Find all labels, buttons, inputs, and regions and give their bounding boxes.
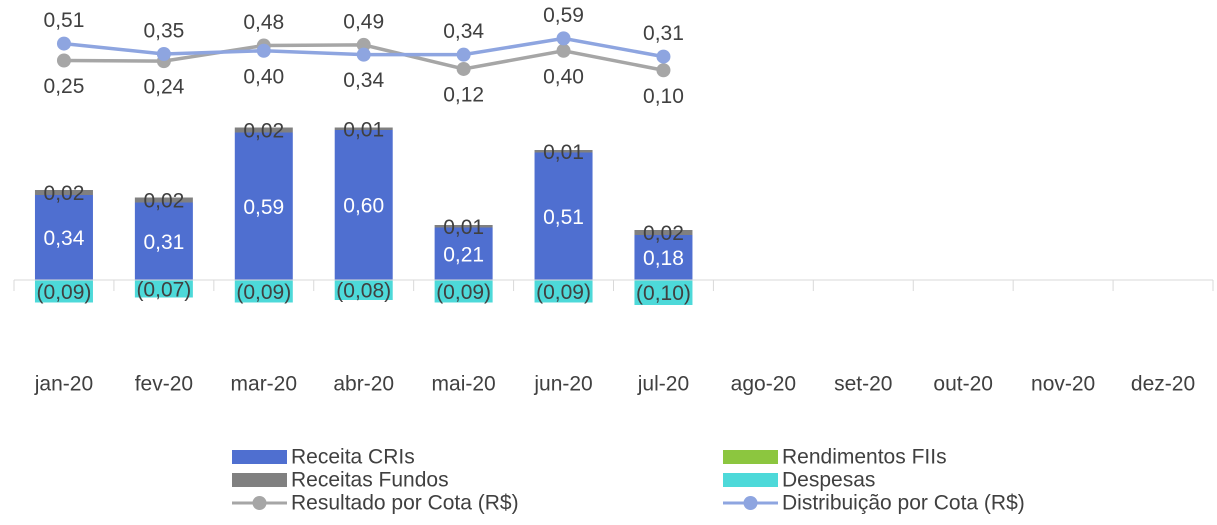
bar-value-label: (0,09) (236, 281, 291, 304)
line-marker (556, 31, 571, 46)
line-marker (456, 47, 471, 62)
line-marker (656, 63, 671, 78)
line-value-label: 0,12 (443, 84, 484, 107)
bar-value-label: (0,07) (136, 278, 191, 301)
line-value-label: 0,31 (643, 22, 684, 45)
x-tick-label: jun-20 (533, 373, 592, 396)
legend-swatch (723, 473, 778, 487)
bar-segment (534, 280, 593, 303)
line-value-label: 0,34 (443, 20, 484, 43)
bar-segment (534, 150, 593, 153)
line-value-label: 0,25 (44, 75, 85, 98)
line-value-label: 0,34 (343, 69, 384, 92)
legend-label: Receitas Fundos (291, 469, 449, 492)
line-value-label: 0,24 (143, 76, 184, 99)
line-value-label: 0,40 (243, 65, 284, 88)
x-tick-label: mai-20 (432, 373, 496, 396)
bar-value-label: 0,02 (643, 222, 684, 245)
bar-value-label: 0,51 (543, 206, 584, 229)
legend-label: Despesas (782, 469, 875, 492)
bar-value-label: 0,31 (143, 231, 184, 254)
line-marker (556, 43, 571, 58)
bar-segment (334, 130, 393, 280)
bar-value-label: 0,01 (543, 141, 584, 164)
line-value-label: 0,59 (543, 4, 584, 27)
bar-value-label: (0,08) (336, 280, 391, 303)
legend-label: Receita CRIs (291, 446, 415, 469)
line-marker (356, 37, 371, 52)
x-tick-label: abr-20 (333, 373, 394, 396)
bar-segment (34, 190, 93, 195)
x-tick-label: jul-20 (637, 373, 689, 396)
line-value-label: 0,49 (343, 10, 384, 33)
legend-label: Distribuição por Cota (R$) (782, 492, 1025, 515)
line-marker (256, 43, 271, 58)
legend-swatch (232, 450, 287, 464)
x-tick-label: set-20 (834, 373, 892, 396)
bar-segment (134, 197, 193, 203)
bar-value-label: (0,09) (436, 281, 491, 304)
legend-label: Resultado por Cota (R$) (291, 492, 519, 515)
x-tick-label: dez-20 (1131, 373, 1195, 396)
bar-segment (334, 127, 393, 130)
bar-value-label: 0,02 (243, 120, 284, 143)
line-marker (656, 49, 671, 64)
bar-segment (634, 280, 693, 305)
bar-segment (434, 225, 493, 228)
legend-swatch (232, 473, 287, 487)
bar-segment (234, 127, 293, 133)
bar-value-label: 0,60 (343, 195, 384, 218)
x-tick-label: ago-20 (731, 373, 796, 396)
line-value-label: 0,48 (243, 11, 284, 34)
line-marker (56, 36, 71, 51)
legend-label: Rendimentos FIIs (782, 446, 947, 469)
bar-segment (34, 280, 93, 303)
legend-marker (743, 496, 758, 510)
bar-value-label: 0,34 (44, 227, 85, 250)
bar-value-label: (0,10) (636, 282, 691, 305)
line-marker (356, 47, 371, 62)
bar-value-label: 0,02 (143, 190, 184, 213)
bar-segment (634, 230, 693, 235)
line-value-label: 0,40 (543, 65, 584, 88)
line-value-label: 0,35 (143, 20, 184, 43)
bar-segment (634, 235, 693, 280)
bar-segment (234, 132, 293, 280)
bar-value-label: 0,01 (343, 118, 384, 141)
bar-segment (434, 227, 493, 280)
line-marker (456, 61, 471, 76)
x-tick-label: fev-20 (135, 373, 193, 396)
bar-value-label: 0,01 (443, 216, 484, 239)
line-value-label: 0,51 (44, 9, 85, 32)
bar-segment (34, 195, 93, 280)
x-tick-label: nov-20 (1031, 373, 1095, 396)
bar-segment (434, 280, 493, 303)
bar-segment (234, 280, 293, 303)
line-value-label: 0,10 (643, 85, 684, 108)
bar-value-label: 0,02 (44, 182, 85, 205)
legend-marker (252, 496, 267, 510)
bar-segment (134, 202, 193, 280)
bar-value-label: 0,18 (643, 247, 684, 270)
bar-value-label: 0,59 (243, 196, 284, 219)
bar-segment (534, 152, 593, 280)
bar-value-label: (0,09) (37, 281, 92, 304)
bar-segment (334, 280, 393, 300)
x-tick-label: jan-20 (34, 373, 93, 396)
line-marker (56, 53, 71, 68)
line-marker (156, 46, 171, 61)
legend-swatch (723, 450, 778, 464)
bar-value-label: (0,09) (536, 281, 591, 304)
bar-value-label: 0,21 (443, 243, 484, 266)
bar-segment (134, 280, 193, 298)
x-tick-label: out-20 (933, 373, 993, 396)
x-tick-label: mar-20 (231, 373, 298, 396)
